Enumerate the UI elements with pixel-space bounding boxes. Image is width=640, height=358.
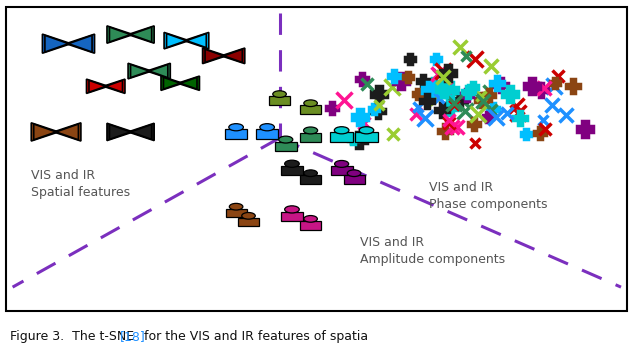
Circle shape xyxy=(285,206,300,213)
Polygon shape xyxy=(186,34,206,48)
Polygon shape xyxy=(163,77,180,89)
Bar xyxy=(300,221,321,229)
Circle shape xyxy=(348,170,361,176)
Circle shape xyxy=(228,124,243,131)
Polygon shape xyxy=(147,63,170,79)
Circle shape xyxy=(335,160,349,168)
Polygon shape xyxy=(178,76,200,90)
Polygon shape xyxy=(66,34,95,53)
Bar xyxy=(281,166,303,175)
Polygon shape xyxy=(107,26,133,43)
Polygon shape xyxy=(205,49,224,62)
Polygon shape xyxy=(103,79,125,93)
Polygon shape xyxy=(131,27,152,42)
Bar xyxy=(330,132,353,142)
Polygon shape xyxy=(166,34,186,48)
Polygon shape xyxy=(89,80,106,92)
Polygon shape xyxy=(56,124,79,140)
Text: Figure 3.  The t-SNE: Figure 3. The t-SNE xyxy=(10,330,138,343)
Bar xyxy=(355,132,378,142)
Text: for the VIS and IR features of spatia: for the VIS and IR features of spatia xyxy=(140,330,367,343)
Polygon shape xyxy=(106,80,122,92)
Polygon shape xyxy=(109,125,131,139)
Polygon shape xyxy=(128,26,154,43)
Circle shape xyxy=(273,91,286,97)
Circle shape xyxy=(242,213,255,219)
Bar xyxy=(238,218,259,227)
Circle shape xyxy=(304,170,317,176)
Circle shape xyxy=(260,124,275,131)
Polygon shape xyxy=(131,125,152,139)
Polygon shape xyxy=(184,33,209,49)
Polygon shape xyxy=(161,76,182,90)
Polygon shape xyxy=(128,123,154,141)
Polygon shape xyxy=(164,33,189,49)
Bar xyxy=(300,175,321,184)
Bar xyxy=(344,175,365,184)
Circle shape xyxy=(285,160,300,167)
Text: VIS and IR
Amplitude components: VIS and IR Amplitude components xyxy=(360,236,506,266)
Bar xyxy=(256,129,278,139)
Polygon shape xyxy=(221,48,244,64)
Polygon shape xyxy=(131,64,149,78)
Polygon shape xyxy=(203,48,226,64)
Polygon shape xyxy=(109,27,131,42)
Polygon shape xyxy=(128,63,152,79)
Text: VIS and IR
Phase components: VIS and IR Phase components xyxy=(429,181,547,211)
Text: [18]: [18] xyxy=(120,330,145,343)
Circle shape xyxy=(334,127,349,134)
Circle shape xyxy=(359,127,374,134)
Bar xyxy=(225,129,248,139)
Polygon shape xyxy=(86,79,108,93)
Circle shape xyxy=(279,136,292,143)
Circle shape xyxy=(229,203,243,210)
Polygon shape xyxy=(42,34,71,53)
Polygon shape xyxy=(54,123,81,141)
Bar xyxy=(226,209,246,217)
Bar xyxy=(275,142,297,151)
Polygon shape xyxy=(68,35,92,52)
Polygon shape xyxy=(31,123,58,141)
Polygon shape xyxy=(107,123,133,141)
Polygon shape xyxy=(149,64,168,78)
Text: VIS and IR
Spatial features: VIS and IR Spatial features xyxy=(31,169,131,199)
Circle shape xyxy=(304,100,317,107)
Bar xyxy=(300,132,321,141)
Polygon shape xyxy=(180,77,197,89)
Bar xyxy=(331,166,353,175)
Polygon shape xyxy=(224,49,243,62)
Circle shape xyxy=(303,127,317,134)
Bar xyxy=(281,212,303,221)
Bar xyxy=(300,105,321,114)
Polygon shape xyxy=(34,124,56,140)
Bar xyxy=(269,96,290,105)
Circle shape xyxy=(304,216,317,222)
Polygon shape xyxy=(45,35,68,52)
